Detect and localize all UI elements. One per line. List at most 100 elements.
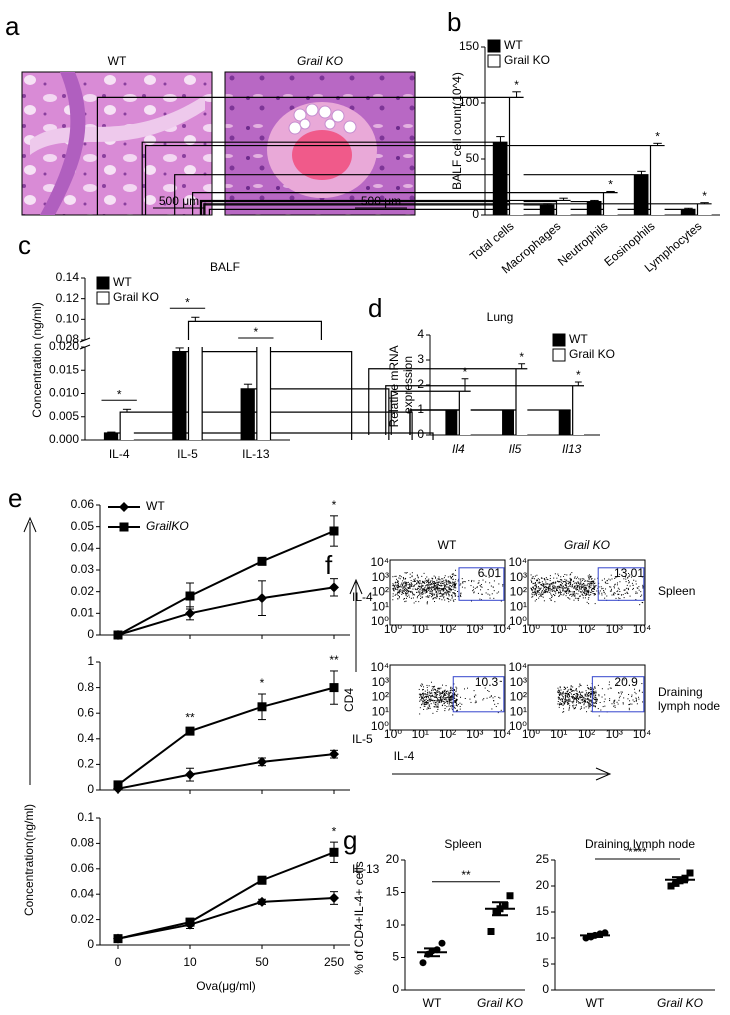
- event-dot: [614, 699, 616, 701]
- marker: [113, 934, 123, 944]
- event-dot: [426, 586, 428, 588]
- event-dot: [613, 593, 615, 595]
- event-dot: [614, 701, 616, 703]
- event-dot: [456, 703, 458, 705]
- event-dot: [448, 699, 450, 701]
- event-dot: [426, 576, 428, 578]
- event-dot: [593, 705, 595, 707]
- event-dot: [588, 704, 590, 706]
- event-dot: [430, 698, 432, 700]
- event-dot: [430, 699, 432, 701]
- event-dot: [579, 694, 581, 696]
- event-dot: [397, 582, 399, 584]
- event-dot: [451, 573, 453, 575]
- event-dot: [451, 689, 453, 691]
- point: [487, 928, 495, 935]
- event-dot: [397, 587, 399, 589]
- event-dot: [537, 591, 539, 593]
- subplot-title: Spleen: [444, 837, 481, 851]
- marker: [185, 917, 195, 927]
- event-dot: [567, 700, 569, 702]
- y-tick-label: 0.04: [71, 886, 95, 900]
- event-dot: [416, 583, 418, 585]
- event-dot: [445, 581, 447, 583]
- event-dot: [573, 587, 575, 589]
- event-dot: [592, 584, 594, 586]
- event-dot: [587, 698, 589, 700]
- event-dot: [567, 703, 569, 705]
- event-dot: [574, 597, 576, 599]
- event-dot: [563, 581, 565, 583]
- event-dot: [439, 595, 441, 597]
- event-dot: [568, 699, 570, 701]
- event-dot: [431, 686, 433, 688]
- event-dot: [554, 573, 556, 575]
- event-dot: [628, 703, 630, 705]
- event-dot: [545, 583, 547, 585]
- event-dot: [552, 587, 554, 589]
- event-dot: [419, 580, 421, 582]
- event-dot: [590, 594, 592, 596]
- event-dot: [632, 699, 634, 701]
- event-dot: [594, 687, 596, 689]
- event-dot: [586, 584, 588, 586]
- event-dot: [564, 699, 566, 701]
- event-dot: [500, 680, 502, 682]
- event-dot: [452, 589, 454, 591]
- event-dot: [628, 704, 630, 706]
- event-dot: [536, 584, 538, 586]
- event-dot: [642, 587, 644, 589]
- event-dot: [585, 690, 587, 692]
- event-dot: [582, 698, 584, 700]
- event-dot: [397, 586, 399, 588]
- event-dot: [575, 695, 577, 697]
- event-dot: [578, 583, 580, 585]
- event-dot: [579, 708, 581, 710]
- y-tick-label: 0.02: [71, 584, 95, 598]
- event-dot: [455, 698, 457, 700]
- event-dot: [419, 707, 421, 709]
- event-dot: [601, 688, 603, 690]
- event-dot: [635, 591, 637, 593]
- event-dot: [576, 701, 578, 703]
- event-dot: [433, 686, 435, 688]
- event-dot: [445, 588, 447, 590]
- event-dot: [443, 584, 445, 586]
- event-dot: [531, 593, 533, 595]
- marker: [257, 896, 267, 907]
- event-dot: [438, 593, 440, 595]
- event-dot: [435, 591, 437, 593]
- event-dot: [448, 703, 450, 705]
- event-dot: [435, 699, 437, 701]
- event-dot: [448, 601, 450, 603]
- event-dot: [404, 572, 406, 574]
- event-dot: [562, 696, 564, 698]
- event-dot: [573, 592, 575, 594]
- event-dot: [409, 587, 411, 589]
- event-dot: [454, 700, 456, 702]
- event-dot: [426, 585, 428, 587]
- event-dot: [568, 597, 570, 599]
- flow-x-tick-label: 10⁴: [493, 622, 512, 636]
- event-dot: [440, 588, 442, 590]
- flow-x-tick-label: 10³: [466, 727, 483, 741]
- event-dot: [553, 587, 555, 589]
- event-dot: [597, 708, 599, 710]
- event-dot: [430, 584, 432, 586]
- event-dot: [392, 593, 394, 595]
- event-dot: [397, 590, 399, 592]
- event-dot: [550, 590, 552, 592]
- event-dot: [445, 586, 447, 588]
- gate: [591, 676, 645, 713]
- event-dot: [425, 696, 427, 698]
- event-dot: [595, 699, 597, 701]
- event-dot: [570, 693, 572, 695]
- event-dot: [550, 599, 552, 601]
- event-dot: [459, 702, 461, 704]
- event-dot: [557, 587, 559, 589]
- event-dot: [589, 700, 591, 702]
- event-dot: [617, 703, 619, 705]
- event-dot: [564, 697, 566, 699]
- event-dot: [567, 694, 569, 696]
- event-dot: [425, 590, 427, 592]
